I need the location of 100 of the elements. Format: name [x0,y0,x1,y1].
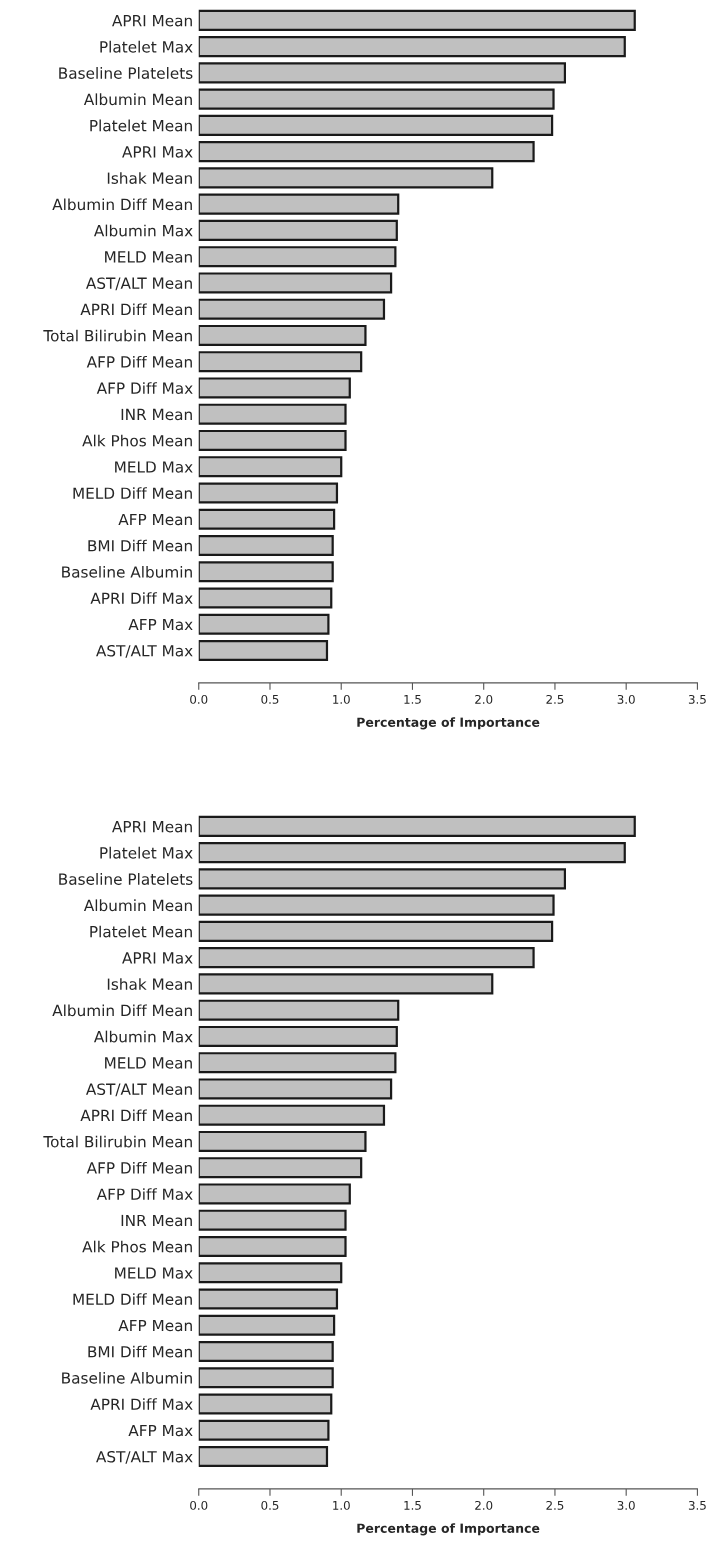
y-tick-label: Albumin Diff Mean [52,1004,192,1017]
x-tick-label: 1.0 [333,1500,350,1510]
y-tick-label: AFP Mean [118,513,192,526]
bar [198,561,334,583]
y-tick-label: Platelet Max [100,40,193,53]
bar [198,1419,330,1441]
bar [198,482,339,504]
bar [198,377,351,399]
bar [198,534,334,557]
x-tick-label: 0.5 [261,1500,279,1510]
y-tick-label: Albumin Max [93,1030,193,1043]
bar [198,639,329,662]
bar [198,429,347,452]
bar [198,36,626,58]
y-tick-label: APRI Diff Mean [80,303,192,316]
x-axis-title: Percentage of Importance [357,717,540,730]
bar [198,587,333,609]
y-tick-label: MELD Mean [105,1057,192,1069]
y-tick-label: Albumin Max [93,224,193,237]
bar [198,1025,398,1047]
x-tick-label: 2.5 [546,1500,564,1510]
y-tick-label: AFP Max [128,1424,193,1437]
bar [198,9,636,31]
y-tick-label: AFP Max [128,618,193,631]
bar [198,894,555,916]
bar [198,1445,329,1468]
bar [198,1104,386,1126]
y-tick-label: MELD Diff Mean [73,1293,192,1305]
bar [198,324,367,347]
y-tick-label: APRI Diff Mean [80,1109,192,1122]
x-tick-label: 3.5 [688,694,706,704]
bar [198,1367,334,1389]
x-tick-label: 1.5 [404,695,421,704]
bar [198,868,567,890]
y-tick-label: APRI Diff Max [90,1398,193,1411]
bar [198,403,347,425]
bar [198,999,400,1021]
y-tick-label: Platelet Max [100,846,193,859]
y-tick-label: Total Bilirubin Mean [43,329,192,342]
y-tick-label: BMI Diff Mean [88,1345,192,1358]
y-tick-label: Baseline Albumin [62,1371,192,1384]
y-tick-label: AST/ALT Max [96,1450,193,1464]
x-tick-label: 3.0 [617,694,635,704]
y-tick-label: Baseline Platelets [59,873,193,885]
y-tick-label: APRI Diff Max [90,592,193,604]
bar [198,1235,347,1258]
y-tick-label: Total Bilirubin Mean [43,1135,192,1148]
x-tick-label: 2.0 [475,694,493,704]
y-tick-label: INR Mean [121,408,192,421]
bar [198,1209,347,1231]
bar [198,272,393,294]
bar [198,351,363,373]
y-tick-label: AST/ALT Mean [86,1083,192,1097]
y-tick-label: BMI Diff Mean [88,539,192,552]
x-tick-label: 3.0 [617,1500,635,1510]
x-tick-label: 3.5 [688,1500,706,1510]
bar [198,1052,397,1074]
bar [198,1183,351,1205]
bar [198,1314,336,1336]
y-tick-label: Platelet Mean [90,925,192,938]
y-tick-label: MELD Max [115,1267,193,1279]
y-tick-label: MELD Diff Mean [73,487,192,499]
bar [198,62,567,84]
bar [198,114,554,136]
bar [198,508,336,530]
y-tick-label: AFP Diff Max [96,1188,193,1200]
bar [198,920,554,942]
y-tick-label: AST/ALT Mean [86,277,192,291]
x-tick-label: 2.5 [546,694,564,704]
bar [198,1288,339,1310]
bar [198,193,400,215]
bar [198,842,626,864]
y-tick-label: APRI Mean [112,15,192,27]
bar [198,219,398,241]
y-tick-label: APRI Mean [112,821,192,833]
y-tick-label: AST/ALT Max [96,644,193,658]
bar [198,1078,393,1100]
bar [198,973,494,995]
y-tick-label: AFP Diff Mean [86,355,192,368]
y-tick-label: Alk Phos Mean [82,434,192,447]
bar [198,298,386,320]
bar [198,1393,333,1415]
x-tick-label: 0.0 [190,1500,208,1510]
y-tick-label: Ishak Mean [107,172,192,184]
y-tick-label: AFP Diff Max [96,382,193,394]
y-tick-label: AFP Diff Mean [86,1161,192,1174]
y-tick-label: AFP Mean [118,1319,192,1332]
y-tick-label: MELD Mean [105,251,192,263]
x-tick-label: 2.0 [475,1500,493,1510]
y-tick-label: APRI Max [122,952,193,964]
x-tick-label: 0.0 [190,694,208,704]
bar [198,246,397,268]
bar [198,141,535,163]
y-tick-label: MELD Max [115,461,193,473]
bar [198,815,636,837]
y-tick-label: Baseline Platelets [59,67,193,79]
x-tick-label: 0.5 [261,694,279,704]
bar [198,1262,343,1284]
bar [198,1340,334,1363]
bar [198,456,343,478]
